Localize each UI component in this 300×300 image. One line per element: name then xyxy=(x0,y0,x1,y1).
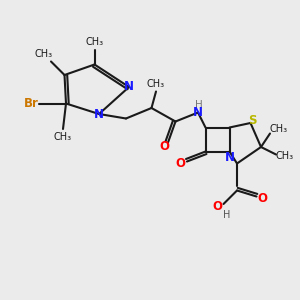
Text: O: O xyxy=(257,191,268,205)
Text: O: O xyxy=(212,200,223,214)
Text: H: H xyxy=(195,100,203,110)
Text: N: N xyxy=(193,106,203,119)
Text: CH₃: CH₃ xyxy=(54,131,72,142)
Text: CH₃: CH₃ xyxy=(85,37,103,47)
Text: CH₃: CH₃ xyxy=(147,79,165,89)
Text: O: O xyxy=(175,157,185,170)
Text: N: N xyxy=(94,107,104,121)
Text: N: N xyxy=(124,80,134,94)
Text: CH₃: CH₃ xyxy=(270,124,288,134)
Text: O: O xyxy=(159,140,170,154)
Text: H: H xyxy=(223,209,230,220)
Text: S: S xyxy=(248,113,256,127)
Text: CH₃: CH₃ xyxy=(34,49,52,59)
Text: N: N xyxy=(225,151,235,164)
Text: CH₃: CH₃ xyxy=(276,151,294,161)
Text: Br: Br xyxy=(24,97,39,110)
